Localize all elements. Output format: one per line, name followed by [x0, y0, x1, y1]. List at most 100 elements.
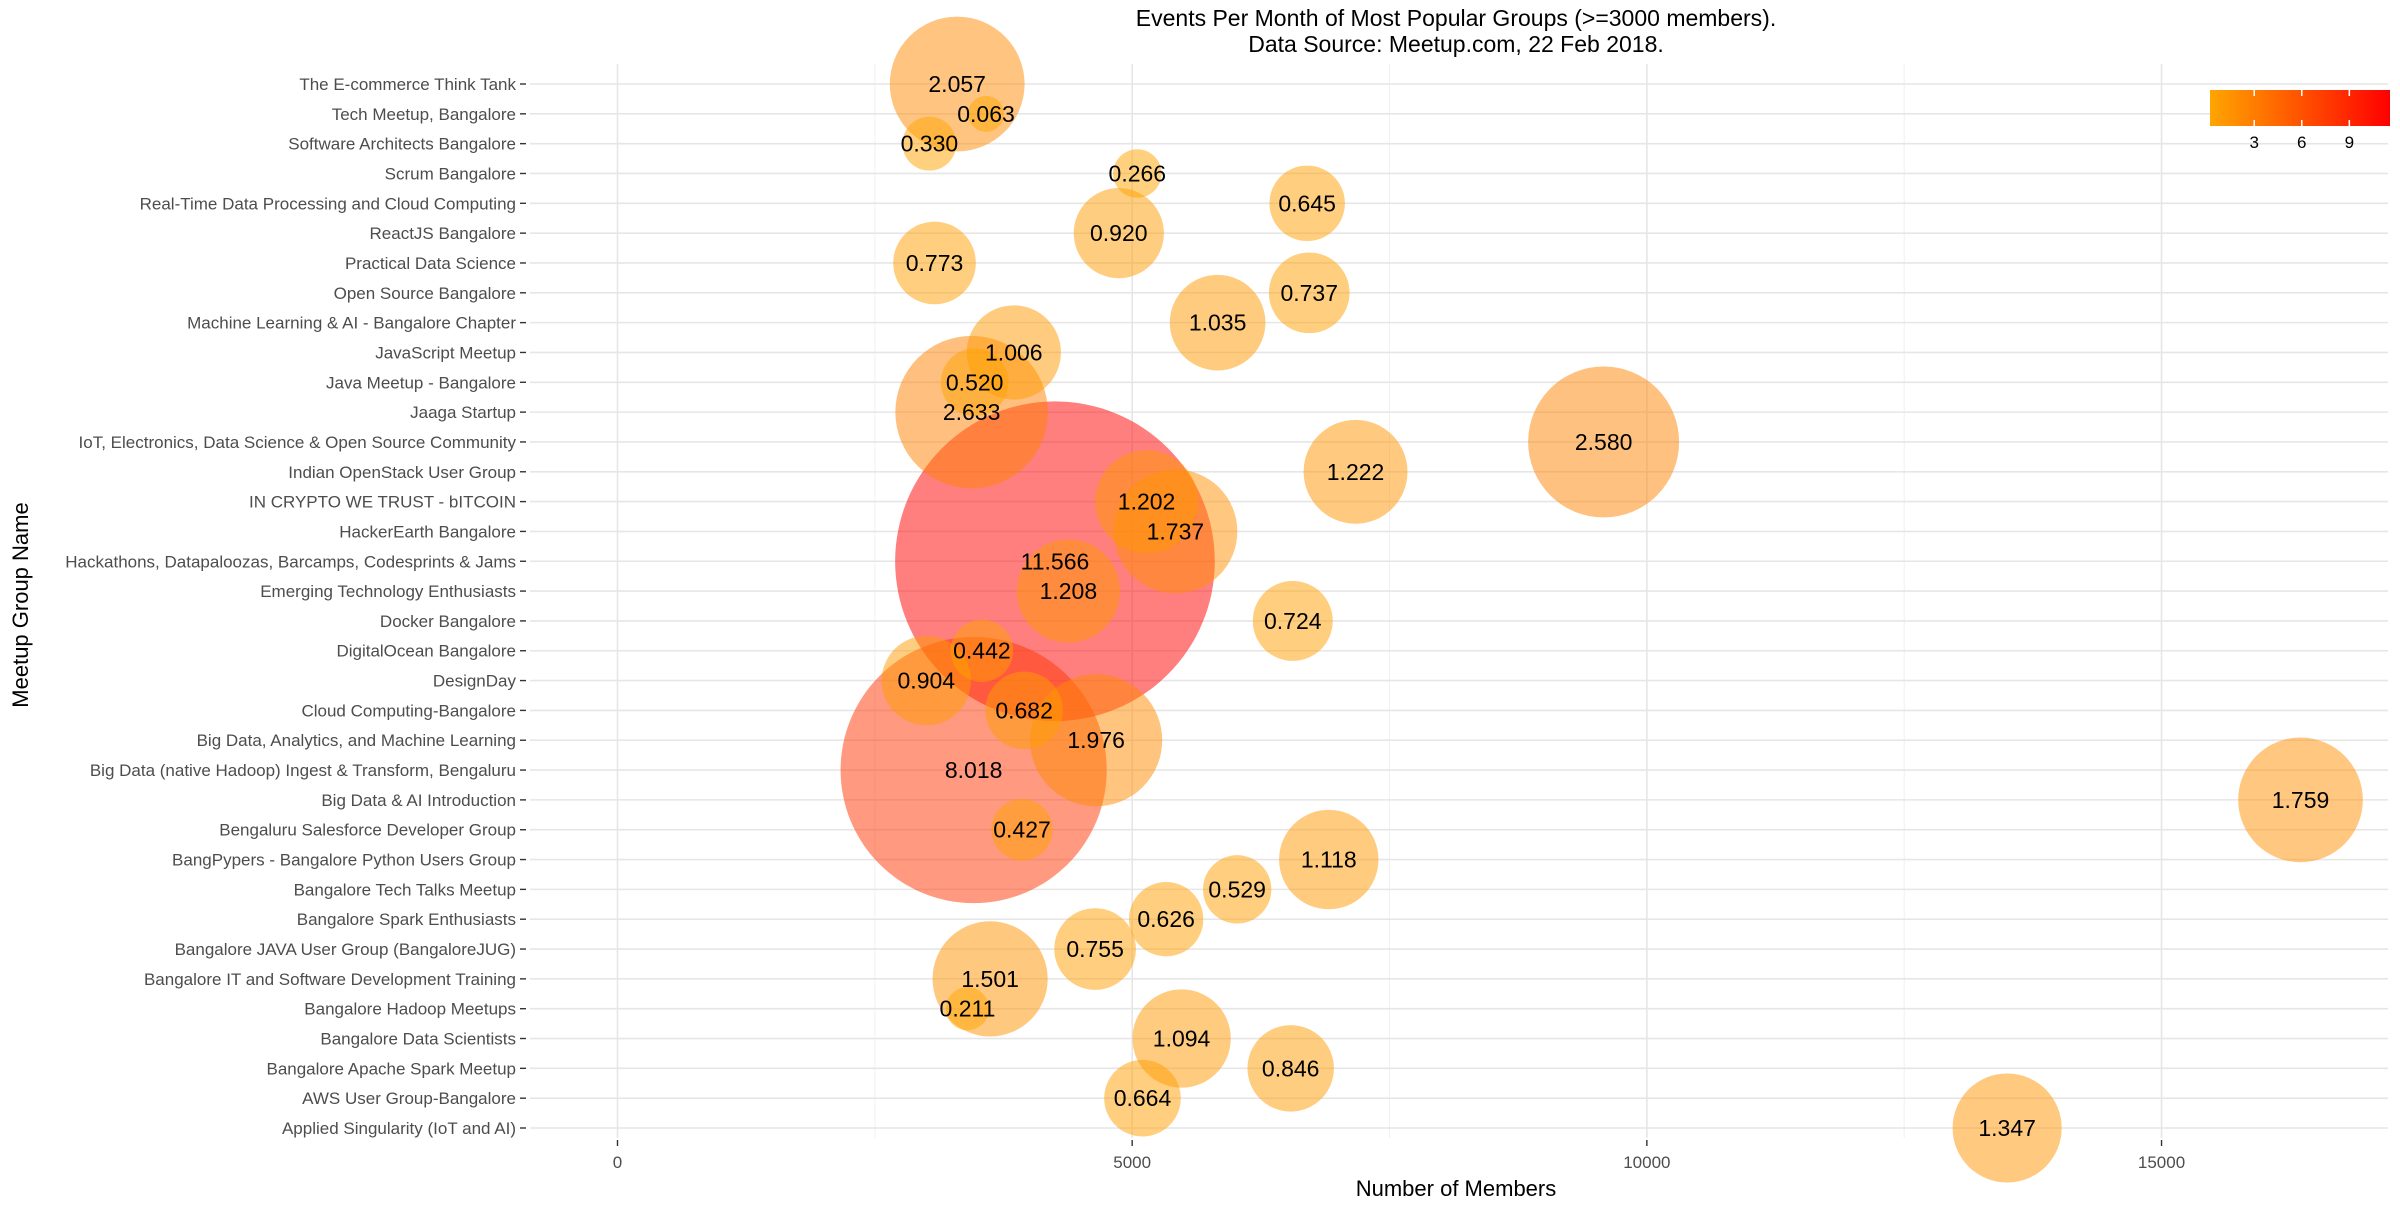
y-tick-label: ReactJS Bangalore	[370, 224, 516, 243]
y-tick-label: HackerEarth Bangalore	[339, 522, 516, 541]
bubble-point	[1030, 674, 1163, 807]
bubble-value-label: 1.976	[1067, 727, 1125, 753]
y-tick-label: Bangalore Apache Spark Meetup	[266, 1059, 516, 1078]
bubble-point	[1073, 188, 1164, 279]
bubble-value-label: 2.057	[928, 71, 986, 97]
bubble-value-label: 0.442	[953, 638, 1011, 664]
bubble-value-label: 1.737	[1147, 518, 1205, 544]
bubble-point	[1016, 539, 1121, 643]
bubble-value-label: 0.664	[1114, 1085, 1172, 1111]
bubble-point	[985, 671, 1063, 750]
bubble-value-label: 2.580	[1575, 429, 1633, 455]
bubble-value-label: 0.773	[906, 250, 964, 276]
bubble-point	[1169, 274, 1266, 371]
bubble-point	[1252, 580, 1333, 661]
bubble-value-label: 0.266	[1109, 160, 1167, 186]
bubble-value-label: 0.427	[993, 817, 1051, 843]
bubble-point	[893, 221, 976, 305]
bubble-value-label: 0.529	[1208, 876, 1266, 902]
x-tick-label: 5000	[1113, 1153, 1151, 1172]
bubble-point	[902, 116, 957, 171]
y-axis-title: Meetup Group Name	[8, 502, 33, 707]
y-tick-label: Bangalore Data Scientists	[320, 1030, 516, 1049]
x-tick-label: 10000	[1623, 1153, 1670, 1172]
y-tick-label: Docker Bangalore	[380, 612, 516, 631]
bubble-value-label: 8.018	[945, 757, 1003, 783]
bubble-value-label: 0.330	[901, 131, 959, 157]
bubble-point	[1269, 165, 1345, 242]
y-tick-label: Bangalore IT and Software Development Tr…	[144, 970, 516, 989]
y-tick-label: JavaScript Meetup	[375, 343, 516, 362]
legend-tick-label: 9	[2345, 133, 2354, 152]
x-axis-title: Number of Members	[1356, 1176, 1557, 1200]
y-tick-label: Bangalore Hadoop Meetups	[304, 1000, 516, 1019]
bubble-value-label: 0.211	[940, 996, 996, 1022]
y-tick-label: Bangalore JAVA User Group (BangaloreJUG)	[175, 940, 516, 959]
bubble-layer	[840, 16, 2363, 1183]
y-tick-label: Java Meetup - Bangalore	[326, 373, 516, 392]
y-tick-label: The E-commerce Think Tank	[299, 75, 516, 94]
bubble-point	[1104, 1059, 1181, 1137]
bubble-value-label: 0.904	[898, 668, 956, 694]
bubble-value-label: 0.063	[957, 101, 1015, 127]
bubble-point	[1054, 908, 1136, 990]
y-tick-label: Bangalore Spark Enthusiasts	[297, 910, 516, 929]
bubble-value-label: 1.347	[1978, 1115, 2036, 1141]
x-tick-label: 15000	[2138, 1153, 2185, 1172]
bubble-value-label: 0.737	[1280, 280, 1338, 306]
bubble-value-label: 11.566	[1021, 548, 1090, 574]
y-tick-label: Big Data (native Hadoop) Ingest & Transf…	[90, 761, 516, 780]
x-tick-label: 0	[613, 1153, 622, 1172]
bubble-value-label: 2.633	[943, 399, 1001, 425]
y-tick-label: Indian OpenStack User Group	[288, 463, 516, 482]
bubble-value-label: 0.755	[1066, 936, 1124, 962]
bubble-point	[1528, 366, 1680, 518]
bubble-value-label: 1.202	[1118, 489, 1176, 515]
y-tick-label: AWS User Group-Bangalore	[302, 1089, 516, 1108]
bubble-value-label: 1.006	[985, 339, 1043, 365]
bubble-value-label: 0.645	[1278, 190, 1336, 216]
bubble-value-label: 0.920	[1090, 220, 1148, 246]
y-tick-label: Real-Time Data Processing and Cloud Comp…	[140, 194, 516, 213]
y-tick-label: Cloud Computing-Bangalore	[301, 701, 516, 720]
y-tick-label: BangPypers - Bangalore Python Users Grou…	[172, 851, 516, 870]
bubble-value-label: 1.759	[2272, 787, 2330, 813]
bubble-value-label: 0.520	[946, 369, 1004, 395]
bubble-point	[1952, 1073, 2062, 1183]
bubble-point	[991, 799, 1053, 861]
bubble-value-label: 0.846	[1262, 1055, 1320, 1081]
y-tick-label: Big Data & AI Introduction	[321, 791, 516, 810]
bubble-point	[1268, 252, 1350, 334]
bubble-value-label: 1.035	[1189, 310, 1247, 336]
bubble-point	[950, 619, 1014, 682]
bubble-point	[945, 987, 990, 1031]
y-tick-label: Open Source Bangalore	[334, 284, 516, 303]
bubble-point	[1095, 450, 1199, 554]
y-tick-label: Emerging Technology Enthusiasts	[260, 582, 516, 601]
bubble-point	[940, 348, 1009, 417]
bubble-point	[1279, 809, 1379, 910]
value-label-layer: 2.057 0.063 0.330 0.266 0.645 0.920 0.773 0.737…	[898, 71, 2330, 1141]
y-tick-label: Applied Singularity (IoT and AI)	[282, 1119, 516, 1138]
y-tick-label: Machine Learning & AI - Bangalore Chapte…	[187, 314, 516, 333]
y-tick-label: Software Architects Bangalore	[288, 135, 516, 154]
y-tick-label: IN CRYPTO WE TRUST - bITCOIN	[249, 493, 516, 512]
bubble-value-label: 1.208	[1040, 578, 1098, 604]
y-tick-label: Bangalore Tech Talks Meetup	[294, 880, 516, 899]
y-tick-label: IoT, Electronics, Data Science & Open So…	[79, 433, 517, 452]
y-tick-label: Bengaluru Salesforce Developer Group	[219, 821, 516, 840]
bubble-point	[968, 95, 1005, 132]
y-tick-label: Scrum Bangalore	[385, 164, 516, 183]
bubble-point	[1247, 1025, 1334, 1112]
y-tick-label: Tech Meetup, Bangalore	[332, 105, 516, 124]
bubble-point	[1128, 882, 1204, 957]
bubble-point	[1113, 149, 1162, 198]
bubble-point	[1303, 419, 1408, 524]
legend-tick-label: 3	[2249, 133, 2258, 152]
chart-subtitle: Data Source: Meetup.com, 22 Feb 2018.	[1248, 31, 1664, 57]
chart-title: Events Per Month of Most Popular Groups …	[1136, 5, 1776, 31]
legend-tick-label: 6	[2297, 133, 2306, 152]
y-tick-label: Big Data, Analytics, and Machine Learnin…	[197, 731, 516, 750]
